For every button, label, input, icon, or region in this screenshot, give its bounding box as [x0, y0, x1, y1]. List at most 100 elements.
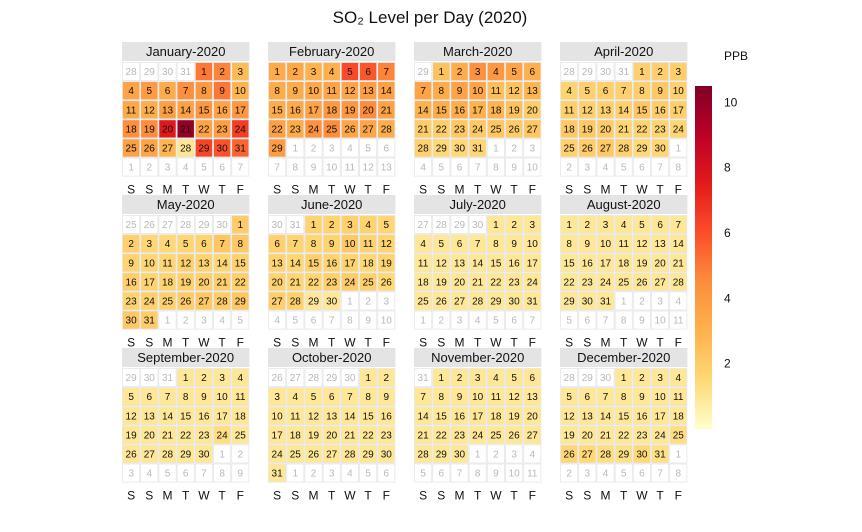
day-cell [632, 81, 651, 101]
weekday-label: T [218, 183, 226, 197]
weekday-label: F [383, 336, 390, 350]
day-number: 29 [326, 373, 338, 384]
day-cell-outside [194, 157, 213, 177]
day-cell [468, 138, 487, 158]
day-number: 27 [272, 296, 284, 307]
day-cell [560, 387, 579, 407]
day-number: 12 [126, 411, 138, 422]
day-number: 12 [308, 411, 320, 422]
day-cell [340, 215, 359, 235]
day-number: 2 [311, 469, 317, 480]
day-number: 30 [217, 220, 229, 231]
day-number: 3 [530, 143, 536, 154]
day-number: 27 [162, 143, 174, 154]
day-cell [304, 215, 323, 235]
day-cell [578, 253, 597, 273]
day-cell [614, 444, 633, 464]
day-cell-outside [505, 138, 524, 158]
day-number: 17 [673, 105, 685, 116]
day-number: 7 [165, 392, 171, 403]
day-cell-outside [268, 310, 287, 330]
day-number: 1 [676, 449, 682, 460]
day-cell-outside [414, 463, 433, 483]
day-number: 29 [490, 296, 502, 307]
day-number: 2 [201, 373, 207, 384]
day-cell [560, 444, 579, 464]
day-cell-outside [304, 368, 323, 388]
day-cell-outside [359, 138, 378, 158]
day-number: 25 [326, 124, 338, 135]
day-number: 6 [457, 239, 463, 250]
day-number: 17 [655, 411, 667, 422]
day-number: 1 [365, 373, 371, 384]
day-cell [122, 100, 141, 120]
day-cell [359, 272, 378, 292]
day-number: 4 [329, 67, 335, 78]
day-number: 15 [198, 105, 210, 116]
day-cell-outside [414, 368, 433, 388]
day-cell-outside [359, 157, 378, 177]
weekday-label: F [237, 489, 244, 503]
day-cell [213, 138, 232, 158]
day-number: 2 [511, 220, 517, 231]
day-number: 15 [564, 258, 576, 269]
weekday-label: T [620, 336, 628, 350]
day-number: 22 [235, 277, 247, 288]
day-number: 5 [128, 392, 134, 403]
day-number: 5 [384, 220, 390, 231]
day-number: 12 [509, 86, 521, 97]
day-number: 3 [384, 296, 390, 307]
day-cell [340, 234, 359, 254]
month-label: April-2020 [594, 44, 653, 59]
day-cell [304, 291, 323, 311]
day-number: 4 [293, 392, 299, 403]
day-number: 26 [126, 449, 138, 460]
weekday-label: T [620, 489, 628, 503]
day-number: 30 [655, 143, 667, 154]
day-number: 16 [655, 105, 667, 116]
day-cell-outside [468, 157, 487, 177]
day-cell [578, 119, 597, 139]
day-cell [340, 253, 359, 273]
day-cell-outside [596, 157, 615, 177]
day-cell [632, 368, 651, 388]
weekday-label: F [237, 336, 244, 350]
day-number: 3 [585, 163, 591, 174]
day-cell [505, 425, 524, 445]
day-number: 2 [219, 67, 225, 78]
day-number: 11 [235, 392, 246, 403]
day-cell [632, 215, 651, 235]
day-cell-outside [468, 444, 487, 464]
day-cell-outside [669, 157, 688, 177]
weekday-label: M [455, 183, 465, 197]
day-number: 10 [344, 239, 356, 250]
day-number: 14 [162, 411, 174, 422]
weekday-label: W [198, 183, 210, 197]
day-number: 15 [636, 105, 648, 116]
day-cell [486, 81, 505, 101]
day-cell-outside [414, 310, 433, 330]
day-cell-outside [340, 310, 359, 330]
day-number: 18 [618, 258, 630, 269]
day-number: 10 [472, 86, 484, 97]
day-number: 18 [490, 411, 502, 422]
day-number: 19 [564, 430, 576, 441]
day-cell [231, 215, 250, 235]
day-cell-outside [140, 157, 159, 177]
day-number: 16 [290, 105, 302, 116]
day-cell-outside [286, 138, 305, 158]
day-number: 5 [293, 316, 299, 327]
day-cell [523, 425, 542, 445]
weekday-label: S [583, 489, 591, 503]
day-number: 30 [636, 449, 648, 460]
day-number: 6 [603, 86, 609, 97]
day-cell [432, 138, 451, 158]
day-number: 23 [454, 124, 466, 135]
day-number: 14 [472, 258, 484, 269]
day-number: 29 [436, 449, 448, 460]
day-cell [377, 406, 396, 426]
day-cell-outside [322, 157, 341, 177]
